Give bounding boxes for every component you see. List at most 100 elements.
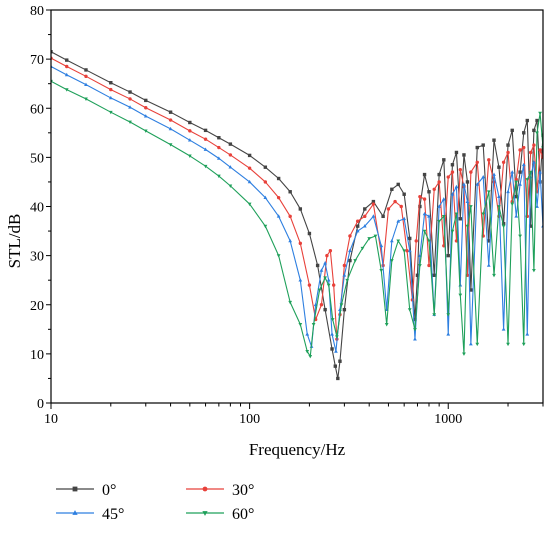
series-3 [51,79,543,359]
series-2 [51,64,543,353]
data-point [187,154,192,158]
data-point [143,129,148,133]
data-point [276,254,281,258]
data-point [203,128,208,133]
data-point [396,182,400,187]
y-tick-label: 80 [30,4,44,19]
data-point [468,342,473,346]
y-tick-label: 30 [30,250,44,265]
series-line-1 [51,57,543,340]
data-point [247,179,252,184]
data-point [518,234,522,239]
data-point [427,263,431,268]
data-point [522,131,526,135]
data-point [331,283,336,287]
data-point [168,118,173,122]
y-tick-label: 70 [30,53,44,68]
data-point [446,332,451,336]
data-point [188,120,192,125]
data-point [427,239,431,243]
data-point [422,172,427,177]
data-point [263,224,268,229]
legend-marker [72,486,78,492]
data-point [323,307,327,312]
data-point [379,243,384,248]
data-point [298,241,303,246]
data-point [330,347,334,351]
legend-item-3: 60° [186,506,254,523]
data-point [446,253,450,258]
data-point [335,335,339,339]
data-point [305,332,310,336]
data-point [442,158,446,162]
data-point [492,273,496,278]
data-point [355,219,360,223]
data-point [437,204,442,208]
data-point [168,110,173,114]
data-point [65,64,69,69]
data-point [441,197,446,201]
series-0 [51,50,543,381]
data-point [535,204,539,208]
data-point [506,150,510,155]
data-point [492,138,496,142]
x-axis-title: Frequency/Hz [249,440,346,459]
data-point [128,120,132,125]
data-point [334,349,338,353]
data-point [450,192,455,196]
data-point [528,170,533,175]
data-point [427,214,431,218]
data-point [468,205,473,209]
data-point [458,167,462,172]
data-point [216,156,221,160]
data-point [393,199,397,204]
data-point [407,308,412,312]
legend-marker [202,511,208,516]
data-point [514,177,518,182]
y-axis-title: STL/dB [5,214,24,269]
data-point [353,259,358,263]
data-point [108,110,113,115]
data-point [437,172,441,177]
data-point [538,170,542,174]
data-point [144,106,148,110]
data-point [538,148,542,152]
data-point [501,160,506,164]
data-point [348,248,352,253]
data-point [415,273,420,277]
data-point [518,182,522,186]
data-point [263,165,268,169]
data-point [518,148,522,152]
data-point [413,327,417,332]
data-point [487,239,491,243]
data-point [333,364,337,368]
data-point [247,202,252,207]
data-point [355,224,360,228]
data-point [389,259,394,263]
data-point [469,170,473,174]
data-point [418,204,422,209]
data-point [396,219,401,223]
data-point [413,337,417,341]
data-point [427,190,431,194]
data-point [308,354,313,359]
data-point [521,162,526,167]
data-point [458,293,463,297]
data-point [389,238,394,243]
data-point [64,88,69,92]
data-point [228,165,233,169]
data-point [446,313,451,317]
data-point [84,97,88,101]
data-point [247,166,252,170]
data-point [437,219,442,224]
y-tick-label: 20 [30,299,44,314]
data-point [336,376,340,381]
data-point [203,147,208,151]
data-point [414,239,418,243]
data-point [501,224,506,229]
data-point [288,300,293,305]
data-point [532,128,536,133]
data-point [522,145,526,150]
data-point [367,237,372,241]
